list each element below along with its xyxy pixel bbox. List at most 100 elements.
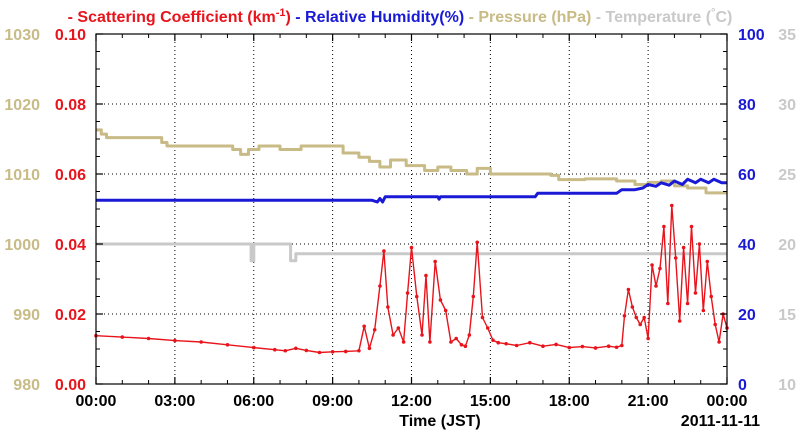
scattering-point [414, 294, 419, 299]
scattering-tick-label: 0.06 [55, 167, 86, 184]
temperature-tick-label: 10 [778, 377, 796, 394]
scattering-tick-label: 0.04 [55, 237, 86, 254]
scattering-point [638, 322, 643, 327]
scattering-point [343, 349, 348, 354]
pressure-tick-label: 990 [13, 307, 40, 324]
pressure-tick-label: 1020 [4, 97, 40, 114]
humidity-tick-label: 60 [738, 167, 756, 184]
scattering-point [685, 301, 690, 306]
temperature-tick-label: 20 [778, 237, 796, 254]
scattering-point [626, 287, 631, 292]
scattering-point [662, 224, 666, 229]
scattering-point [428, 340, 432, 344]
scattering-point [386, 305, 390, 309]
scattering-point [654, 284, 658, 288]
scattering-point [666, 301, 670, 306]
legend: - Scattering Coefficient (km-1) - Relati… [68, 7, 733, 26]
x-tick-label: 15:00 [470, 393, 511, 410]
scattering-point [541, 344, 545, 349]
x-tick-label: 12:00 [391, 393, 432, 410]
scattering-point [362, 324, 366, 329]
tick-marks [95, 33, 728, 385]
scattering-point [713, 322, 717, 327]
scattering-point [396, 326, 401, 330]
humidity-tick-label: 0 [738, 377, 747, 394]
scattering-point [357, 348, 361, 353]
scattering-point [367, 346, 372, 351]
scattering-point [593, 346, 598, 350]
scattering-point [528, 340, 532, 345]
scattering-point [463, 344, 468, 349]
scattering-point [471, 294, 476, 299]
humidity-tick-label: 100 [738, 27, 765, 44]
scattering-point [459, 343, 464, 347]
pressure-tick-label: 980 [13, 377, 40, 394]
scattering-point [717, 340, 721, 344]
pressure-tick-label: 1030 [4, 27, 40, 44]
x-tick-label: 09:00 [312, 393, 353, 410]
humidity-tick-label: 80 [738, 97, 756, 114]
temperature-tick-label: 30 [778, 97, 796, 114]
temperature-tick-label: 35 [778, 27, 796, 44]
scattering-point [420, 333, 424, 337]
scattering-tick-label: 0.02 [55, 307, 86, 324]
scattering-point [146, 336, 151, 341]
legend-item: - Pressure (hPa) [464, 9, 591, 26]
legend-degree: ° [711, 7, 715, 19]
scattering-point [606, 344, 611, 349]
scattering-point [454, 336, 458, 341]
scattering-point [491, 338, 495, 343]
scattering-point [554, 342, 558, 347]
scattering-point [199, 340, 203, 344]
scattering-point [658, 266, 662, 271]
scattering-point [693, 291, 698, 295]
scattering-point [496, 340, 501, 345]
x-tick-label: 00:00 [707, 393, 748, 410]
x-tick-label: 18:00 [549, 393, 590, 410]
scattering-point [294, 346, 298, 351]
scattering-point [467, 333, 472, 337]
scattering-point [677, 319, 682, 323]
x-tick-label: 21:00 [628, 393, 669, 410]
scattering-point [475, 240, 480, 245]
legend-item-close: C) [715, 9, 732, 26]
humidity-tick-label: 40 [738, 237, 756, 254]
legend-item: - Scattering Coefficient (km [68, 9, 276, 26]
scattering-tick-label: 0.10 [55, 27, 86, 44]
scattering-point [401, 340, 406, 344]
scattering-point [681, 245, 686, 250]
temperature-tick-label: 15 [778, 307, 796, 324]
tick-labels: 00:00 03:00 06:00 09:00 12:00 15:00 18:00 21:00… [4, 27, 796, 410]
scattering-point [634, 315, 639, 320]
scattering-point [669, 203, 674, 208]
x-axis-label: Time (JST) [399, 413, 481, 430]
scattering-point [330, 350, 335, 354]
temperature-tick-label: 25 [778, 167, 796, 184]
scattering-point [642, 315, 646, 320]
date-label: 2011-11-11 [681, 413, 760, 430]
scattering-tick-label: 0.08 [55, 97, 86, 114]
scattering-point [673, 256, 678, 260]
scattering-point [317, 350, 322, 355]
scattering-point [630, 305, 635, 309]
scattering-point [622, 313, 627, 318]
scattering-point [424, 273, 428, 278]
scattering-point [378, 284, 382, 288]
scattering-point [449, 340, 453, 344]
scattering-point [405, 291, 410, 295]
scattering-point [272, 347, 277, 352]
scattering-point [443, 308, 448, 313]
series-line-scattering [95, 204, 728, 354]
scattering-point [650, 263, 654, 267]
scattering-point [225, 343, 230, 347]
x-tick-label: 03:00 [154, 393, 195, 410]
series-line-humidity [96, 177, 727, 204]
scattering-point [646, 336, 650, 341]
humidity-tick-label: 20 [738, 307, 756, 324]
pressure-tick-label: 1000 [4, 237, 40, 254]
pressure-tick-label: 1010 [4, 167, 40, 184]
grid [96, 34, 727, 384]
scattering-point [283, 348, 288, 353]
scattering-point [120, 335, 125, 339]
